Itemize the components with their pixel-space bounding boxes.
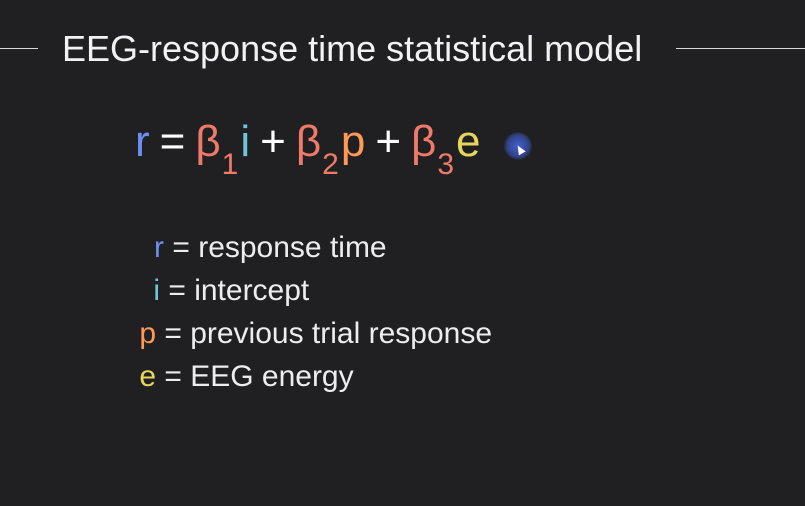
equation-beta-3: β: [411, 117, 437, 166]
slide-title: EEG-response time statistical model: [62, 28, 643, 69]
title-rule-right: [676, 48, 805, 49]
legend-item-r: r = response time: [138, 226, 492, 269]
legend-item-i: i = intercept: [138, 269, 492, 312]
title-rule-left: [0, 48, 38, 49]
equation-response-var: r: [135, 117, 150, 166]
legend-definition: = EEG energy: [164, 360, 354, 393]
equation-beta-3-subscript: 3: [437, 148, 455, 181]
equation-beta-2: β: [295, 117, 322, 166]
variable-legend: r = response time i = intercept p = prev…: [138, 226, 492, 398]
equation-beta-2-subscript: 2: [322, 148, 339, 181]
legend-symbol: r: [154, 231, 164, 264]
legend-symbol: e: [139, 360, 156, 393]
model-equation: r = β1i + β2p + β3e: [135, 117, 481, 180]
legend-definition: = response time: [172, 231, 387, 264]
equation-equals: =: [159, 117, 186, 166]
legend-definition: = previous trial response: [164, 317, 493, 350]
legend-symbol: i: [153, 274, 160, 307]
equation-plus-2: +: [375, 117, 402, 166]
legend-definition: = intercept: [168, 274, 310, 307]
equation-beta-1-subscript: 1: [221, 148, 239, 181]
equation-energy-var: e: [456, 117, 481, 166]
legend-symbol: p: [139, 317, 156, 350]
equation-previous-var: p: [340, 117, 366, 166]
equation-beta-1: β: [195, 117, 221, 166]
equation-intercept-var: i: [240, 117, 251, 166]
presentation-pointer-icon: [504, 132, 532, 160]
legend-item-e: e = EEG energy: [138, 355, 492, 398]
legend-item-p: p = previous trial response: [138, 312, 492, 355]
equation-plus-1: +: [260, 117, 286, 166]
